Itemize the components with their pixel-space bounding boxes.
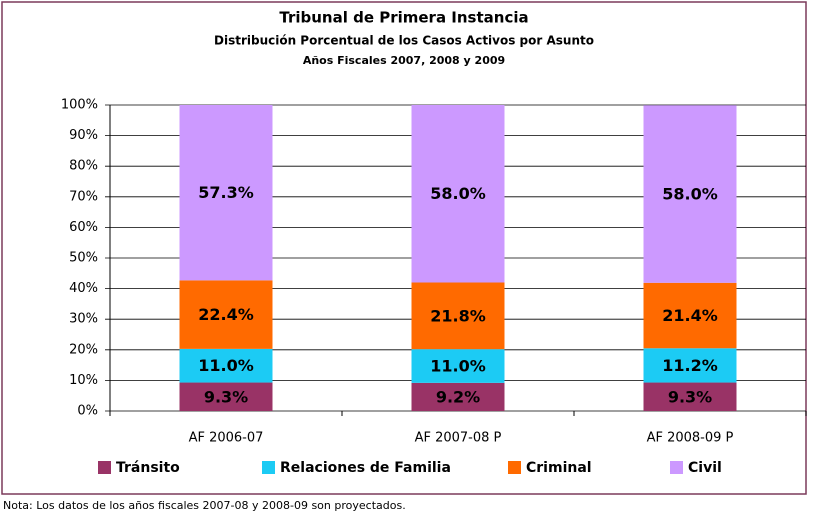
bar-segment (643, 105, 737, 283)
bar-segment (179, 382, 273, 411)
bar-segment (411, 282, 505, 350)
legend-label: Relaciones de Familia (280, 460, 451, 476)
y-tick-label: 10% (69, 373, 98, 388)
y-tick-label: 0% (77, 404, 98, 419)
bar-segment (411, 349, 505, 383)
data-label: 57.3% (198, 183, 254, 202)
data-label: 22.4% (198, 305, 254, 324)
bar-segment (411, 382, 505, 411)
data-label: 58.0% (662, 185, 718, 204)
bar-segment (179, 280, 273, 349)
chart-subsubtitle: Años Fiscales 2007, 2008 y 2009 (303, 54, 505, 67)
data-label: 9.2% (436, 387, 480, 406)
chart-title: Tribunal de Primera Instancia (279, 9, 528, 27)
data-label: 11.2% (662, 356, 718, 375)
legend-label: Civil (688, 460, 722, 476)
data-label: 58.0% (430, 184, 486, 203)
bar-segment (179, 348, 273, 383)
y-tick-label: 30% (69, 312, 98, 327)
note: Nota: Los datos de los años fiscales 200… (3, 499, 406, 512)
data-label: 9.3% (204, 387, 248, 406)
y-tick-label: 70% (69, 189, 98, 204)
data-label: 9.3% (668, 387, 712, 406)
data-label: 21.4% (662, 306, 718, 325)
y-tick-label: 40% (69, 281, 98, 296)
y-tick-label: 90% (69, 128, 98, 143)
bar-segment (643, 348, 737, 383)
legend-label: Criminal (526, 460, 592, 476)
legend-label: Tránsito (116, 460, 180, 476)
data-label: 11.0% (430, 357, 486, 376)
x-tick-label: AF 2006-07 (189, 431, 264, 446)
x-tick-label: AF 2007-08 P (415, 431, 502, 446)
bar-segment (643, 282, 737, 349)
legend-swatch (508, 461, 521, 474)
y-tick-label: 60% (69, 220, 98, 235)
y-tick-label: 20% (69, 342, 98, 357)
y-tick-label: 50% (69, 251, 98, 266)
data-label: 11.0% (198, 356, 254, 375)
bar-segment (179, 105, 273, 281)
legend-swatch (98, 461, 111, 474)
legend-swatch (670, 461, 683, 474)
data-label: 21.8% (430, 306, 486, 325)
legend-swatch (262, 461, 275, 474)
bar-segment (411, 105, 505, 283)
chart-subtitle: Distribución Porcentual de los Casos Act… (214, 34, 594, 48)
x-tick-label: AF 2008-09 P (647, 431, 734, 446)
y-tick-label: 100% (61, 98, 98, 113)
y-tick-label: 80% (69, 159, 98, 174)
bar-segment (643, 382, 737, 411)
